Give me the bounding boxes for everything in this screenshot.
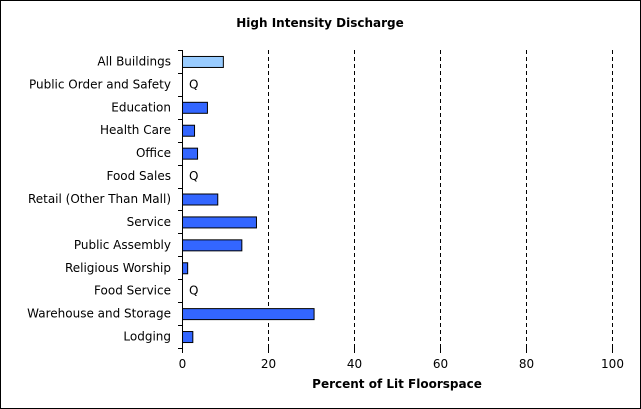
category-label: Public Assembly xyxy=(74,238,171,252)
bar-public-assembly xyxy=(182,239,243,252)
bar-service xyxy=(182,216,257,229)
bar-education xyxy=(182,101,208,114)
category-label: Lodging xyxy=(123,330,171,344)
category-label: Warehouse and Storage xyxy=(27,307,171,321)
category-label: Office xyxy=(136,146,171,160)
category-label: Service xyxy=(127,215,171,229)
suppressed-labels: Q Q Q xyxy=(189,77,198,297)
category-label: All Buildings xyxy=(97,54,171,68)
bars xyxy=(182,55,315,344)
x-axis-label: Percent of Lit Floorspace xyxy=(312,377,482,391)
gridlines xyxy=(268,50,613,348)
category-label: Education xyxy=(111,100,171,114)
bar-health-care xyxy=(182,124,196,137)
value-label-q: Q xyxy=(189,77,198,91)
x-tick-labels: 0 20 40 60 80 100 xyxy=(179,357,624,371)
x-tick-label: 80 xyxy=(519,357,534,371)
category-labels: All Buildings Public Order and Safety Educ… xyxy=(27,54,171,343)
x-tick-label: 0 xyxy=(179,357,187,371)
value-label-q: Q xyxy=(189,284,198,298)
x-tick-label: 20 xyxy=(261,357,276,371)
category-label: Retail (Other Than Mall) xyxy=(28,192,171,206)
category-label: Religious Worship xyxy=(65,261,171,275)
bar-office xyxy=(182,147,199,160)
x-tick-label: 40 xyxy=(347,357,362,371)
category-label: Food Sales xyxy=(106,169,171,183)
category-label: Public Order and Safety xyxy=(29,77,171,91)
x-tick-label: 60 xyxy=(433,357,448,371)
bar-religious-worship xyxy=(182,262,189,275)
category-label: Health Care xyxy=(100,123,171,137)
chart-title: High Intensity Discharge xyxy=(236,16,404,30)
x-tick-label: 100 xyxy=(601,357,624,371)
value-label-q: Q xyxy=(189,169,198,183)
bar-lodging xyxy=(182,331,194,344)
bar-retail-other-than-mall xyxy=(182,193,219,206)
category-label: Food Service xyxy=(94,284,171,298)
axes xyxy=(178,50,613,353)
bar-warehouse-and-storage xyxy=(182,308,315,321)
bar-all-buildings xyxy=(182,55,224,68)
